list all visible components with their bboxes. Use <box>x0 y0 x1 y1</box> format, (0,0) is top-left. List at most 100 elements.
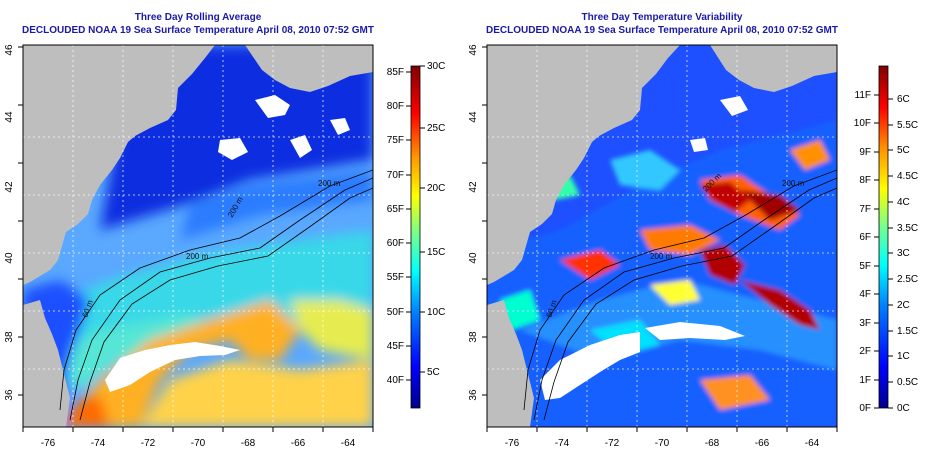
isobaths-average <box>59 169 373 421</box>
lat-tick-label: 36 <box>468 389 479 401</box>
colorbar-c-label: 1.5C <box>897 326 918 337</box>
colorbar-c-label: 0.5C <box>897 377 918 388</box>
lat-tick-label: 38 <box>4 331 15 343</box>
lon-tick-label: -66 <box>755 438 770 449</box>
variability-map: 200 m 200 m 60 m 200 m <box>487 45 837 427</box>
graticule-variability <box>487 45 837 427</box>
land-average <box>23 45 215 285</box>
land-northeast-variability <box>710 45 837 92</box>
lat-tick-label: 42 <box>4 181 15 193</box>
colorbar-c-label: 15C <box>427 247 445 258</box>
colorbar-c-label: 2C <box>897 300 910 311</box>
panel-average: Three Day Rolling Average DECLOUDED NOAA… <box>4 12 445 449</box>
colorbar-f-label: 60F <box>387 238 404 249</box>
lon-tick-label: -74 <box>555 438 570 449</box>
colorbar-f-label: 2F <box>859 346 871 357</box>
lat-tick-label: 40 <box>468 252 479 264</box>
lon-tick-label: -64 <box>805 438 820 449</box>
colorbar-c-label: 3C <box>897 248 910 259</box>
isobath-label: 200 m <box>186 252 209 261</box>
graticule-average <box>23 45 373 427</box>
colorbar-f-label: 55F <box>387 272 404 283</box>
lat-tick-label: 44 <box>4 111 15 123</box>
lon-tick-label: -72 <box>605 438 620 449</box>
panel-variability-subtitle: DECLOUDED NOAA 19 Sea Surface Temperatur… <box>486 25 838 36</box>
lon-axis-variability: -76 -74 -72 -70 -68 -66 -64 <box>486 427 838 449</box>
colorbar-c-label: 5C <box>897 145 910 156</box>
isobath-label: 200 m <box>318 179 341 188</box>
lat-tick-label: 44 <box>468 111 479 123</box>
isobath-label: 200 m <box>782 179 805 188</box>
panel-average-title: Three Day Rolling Average <box>135 12 262 23</box>
colorbar-c-label: 25C <box>427 123 445 134</box>
lon-tick-label: -68 <box>705 438 720 449</box>
colorbar-f-label: 45F <box>387 341 404 352</box>
colorbar-c-label: 6C <box>897 94 910 105</box>
colorbar-f-label: 0F <box>859 403 871 414</box>
colorbar-f-label: 70F <box>387 170 404 181</box>
colorbar-c-label: 30C <box>427 61 445 72</box>
lat-axis-variability: 36 38 40 42 44 46 <box>468 44 487 401</box>
isobath-label: 200 m <box>650 252 673 261</box>
land-south-average <box>23 300 70 427</box>
colorbar-f-label: 9F <box>859 147 871 158</box>
colorbar-ramp <box>878 65 889 409</box>
colorbar-c-label: 2.5C <box>897 274 918 285</box>
colorbar-f-label: 6F <box>859 232 871 243</box>
lon-tick-label: -68 <box>241 438 256 449</box>
colorbar-f-label: 40F <box>387 375 404 386</box>
lat-tick-label: 42 <box>468 181 479 193</box>
lon-axis-average: -76 -74 -72 -70 -68 -66 -64 <box>22 427 374 449</box>
colorbar-f-label: 50F <box>387 307 404 318</box>
colorbar-f-label: 85F <box>387 67 404 78</box>
lat-tick-label: 46 <box>4 44 15 56</box>
lon-tick-label: -64 <box>341 438 356 449</box>
lat-axis-average: 36 38 40 42 44 46 <box>4 44 23 401</box>
colorbar-f-label: 10F <box>854 118 871 129</box>
lon-tick-label: -76 <box>41 438 56 449</box>
panel-average-subtitle: DECLOUDED NOAA 19 Sea Surface Temperatur… <box>22 25 374 36</box>
colorbar-c-label: 3.5C <box>897 223 918 234</box>
panel-variability: Three Day Temperature Variability DECLOU… <box>468 12 918 449</box>
colorbar-average: 40F 45F 50F 55F 60F 65F 70F 75F 80F 85F … <box>387 61 445 409</box>
average-map: 200 m 200 m 60 m 200 m <box>23 45 373 427</box>
colorbar-f-label: 75F <box>387 135 404 146</box>
lon-tick-label: -72 <box>141 438 156 449</box>
lon-tick-label: -74 <box>91 438 106 449</box>
lat-tick-label: 36 <box>4 389 15 401</box>
map-frame-variability <box>486 44 838 428</box>
panel-variability-title: Three Day Temperature Variability <box>582 12 743 23</box>
lon-tick-label: -76 <box>505 438 520 449</box>
colorbar-ramp <box>410 65 421 409</box>
colorbar-c-label: 20C <box>427 183 445 194</box>
colorbar-f-label: 80F <box>387 101 404 112</box>
land-south-variability <box>487 300 534 427</box>
colorbar-c-label: 10C <box>427 307 445 318</box>
lat-tick-label: 46 <box>468 44 479 56</box>
lon-tick-label: -66 <box>291 438 306 449</box>
isobaths-variability <box>523 169 837 421</box>
lon-tick-label: -70 <box>655 438 670 449</box>
colorbar-c-label: 5C <box>427 367 440 378</box>
lat-tick-label: 38 <box>468 331 479 343</box>
land-variability <box>487 45 680 285</box>
colorbar-f-label: 3F <box>859 318 871 329</box>
land-northeast-average <box>245 45 373 92</box>
colorbar-c-label: 4C <box>897 197 910 208</box>
colorbar-f-label: 8F <box>859 175 871 186</box>
colorbar-f-label: 4F <box>859 289 871 300</box>
colorbar-f-label: 11F <box>855 90 872 101</box>
colorbar-f-label: 5F <box>859 261 871 272</box>
colorbar-c-label: 1C <box>897 351 910 362</box>
colorbar-c-label: 5.5C <box>897 120 918 131</box>
colorbar-f-label: 1F <box>859 375 871 386</box>
colorbar-c-label: 4.5C <box>897 171 918 182</box>
colorbar-f-label: 65F <box>387 204 404 215</box>
cloud-mask-variability <box>540 68 748 400</box>
lat-tick-label: 40 <box>4 252 15 264</box>
map-frame-average <box>22 44 374 428</box>
colorbar-c-label: 0C <box>897 403 910 414</box>
colorbar-f-label: 7F <box>859 204 871 215</box>
lon-tick-label: -70 <box>191 438 206 449</box>
